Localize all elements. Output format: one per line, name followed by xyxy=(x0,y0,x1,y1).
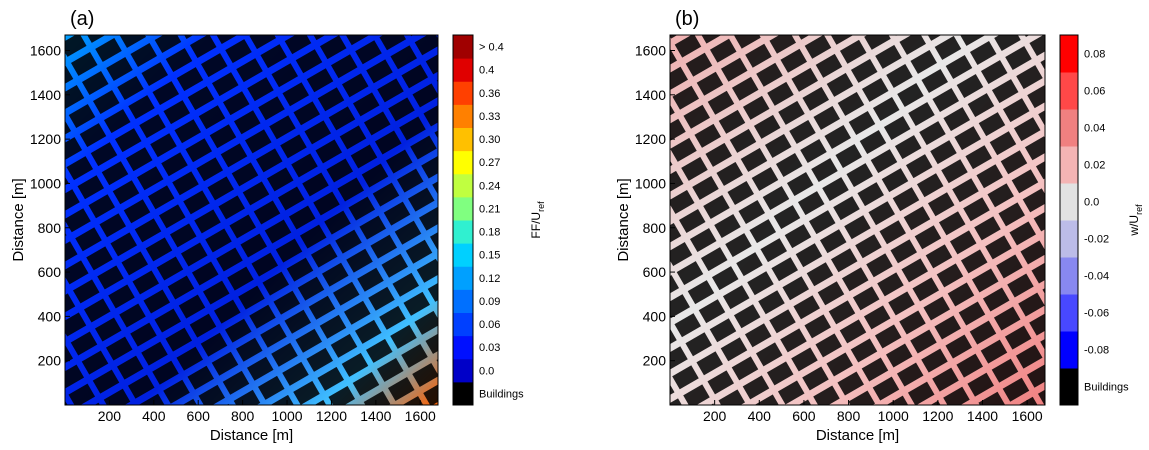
colorbar-tick-label: -0.06 xyxy=(1084,308,1109,320)
colorbar-segment xyxy=(1060,183,1078,221)
y-tick-label: 200 xyxy=(643,353,667,369)
colorbar-segment xyxy=(453,243,473,267)
colorbar-segment xyxy=(453,35,473,59)
colorbar-segment xyxy=(453,336,473,360)
colorbar-segment xyxy=(1060,220,1078,258)
colorbar-tick-label: -0.08 xyxy=(1084,345,1109,357)
colorbar-tick-label: 0.04 xyxy=(1084,123,1105,135)
y-tick-label: 1600 xyxy=(635,43,666,59)
colorbar-segment xyxy=(453,58,473,82)
y-tick-label: 1200 xyxy=(635,131,666,147)
colorbar-segment xyxy=(1060,72,1078,110)
colorbar-segment xyxy=(453,220,473,244)
colorbar-tick-label: 0.33 xyxy=(479,111,500,123)
colorbar-tick-label: 0.09 xyxy=(479,296,500,308)
x-tick-label: 1600 xyxy=(405,408,436,424)
colorbar-label-main: FF/U xyxy=(529,212,543,239)
x-tick-label: 600 xyxy=(187,408,211,424)
x-axis-label: Distance [m] xyxy=(210,427,293,444)
colorbar-segment xyxy=(453,313,473,337)
y-tick-label: 400 xyxy=(38,308,62,324)
panel-title: (b) xyxy=(675,8,699,30)
y-tick-label: 800 xyxy=(643,220,667,236)
colorbar-segment xyxy=(1060,257,1078,295)
x-tick-label: 1200 xyxy=(316,408,347,424)
x-tick-label: 1000 xyxy=(878,408,909,424)
colorbar-segment xyxy=(1060,294,1078,332)
y-tick-label: 1200 xyxy=(30,131,61,147)
y-tick-label: 600 xyxy=(38,264,62,280)
colorbar-tick-label: 0.21 xyxy=(479,203,500,215)
x-tick-label: 800 xyxy=(837,408,861,424)
x-tick-label: 200 xyxy=(98,408,122,424)
figure: (a) 200 400 600 800 1000 1200 1400 1600 200 400 600… xyxy=(0,0,1149,445)
x-tick-label: 1200 xyxy=(922,408,953,424)
colorbar-segment xyxy=(453,81,473,105)
y-tick-label: 1000 xyxy=(30,175,61,191)
colorbar-tick-label: 0.06 xyxy=(1084,86,1105,98)
colorbar-tick-label: 0.0 xyxy=(1084,197,1099,209)
colorbar-tick-label: -0.02 xyxy=(1084,234,1109,246)
colorbar-tick-label: 0.0 xyxy=(479,365,494,377)
colorbar-tick-label: 0.18 xyxy=(479,227,500,239)
colorbar-label-main: w/U xyxy=(1127,215,1141,237)
y-tick-label: 1400 xyxy=(635,87,666,103)
colorbar-segment xyxy=(453,174,473,198)
colorbar-segment xyxy=(453,382,473,406)
colorbar-segment xyxy=(453,128,473,152)
panel-title: (a) xyxy=(70,8,94,30)
y-tick-label: 200 xyxy=(38,353,62,369)
colorbar-label-sub: ref xyxy=(536,201,546,212)
colorbar-segment xyxy=(453,266,473,290)
buildings-texture xyxy=(670,35,1045,405)
x-tick-label: 200 xyxy=(703,408,727,424)
y-tick-label: 1000 xyxy=(635,175,666,191)
x-tick-label: 1000 xyxy=(271,408,302,424)
colorbar-label: w/Uref xyxy=(1127,204,1144,237)
buildings-texture xyxy=(65,35,438,405)
x-tick-label: 400 xyxy=(142,408,166,424)
colorbar-tick-label: 0.12 xyxy=(479,273,500,285)
colorbar-segment xyxy=(453,197,473,221)
colorbar-segment xyxy=(1060,35,1078,73)
colorbar-label: FF/Uref xyxy=(529,201,546,239)
colorbar-segment xyxy=(1060,331,1078,369)
colorbar-tick-label: 0.15 xyxy=(479,250,500,262)
x-tick-label: 1400 xyxy=(967,408,998,424)
colorbar-segment xyxy=(453,104,473,128)
colorbar-tick-label: 0.08 xyxy=(1084,49,1105,61)
y-tick-label: 600 xyxy=(643,264,667,280)
colorbar-tick-label: Buildings xyxy=(1084,382,1129,394)
colorbar-segment xyxy=(453,289,473,313)
y-tick-label: 800 xyxy=(38,220,62,236)
colorbar-tick-label: 0.02 xyxy=(1084,160,1105,172)
colorbar-segment xyxy=(1060,368,1078,406)
colorbar-tick-label: Buildings xyxy=(479,388,524,400)
x-tick-label: 1400 xyxy=(360,408,391,424)
y-tick-label: 400 xyxy=(643,308,667,324)
x-tick-label: 800 xyxy=(231,408,255,424)
x-tick-label: 400 xyxy=(748,408,772,424)
colorbar-segment xyxy=(1060,146,1078,184)
y-tick-label: 1400 xyxy=(30,87,61,103)
colorbar-tick-label: 0.24 xyxy=(479,180,500,192)
colorbar-segment xyxy=(453,151,473,175)
colorbar-tick-label: -0.04 xyxy=(1084,271,1109,283)
colorbar-tick-label: 0.30 xyxy=(479,134,500,146)
colorbar-tick-label: > 0.4 xyxy=(479,42,504,54)
colorbar-segment xyxy=(1060,109,1078,147)
colorbar-segment xyxy=(453,359,473,383)
x-axis-label: Distance [m] xyxy=(816,427,899,444)
y-tick-label: 1600 xyxy=(30,43,61,59)
colorbar-tick-label: 0.36 xyxy=(479,88,500,100)
x-tick-label: 600 xyxy=(792,408,816,424)
colorbar-tick-label: 0.27 xyxy=(479,157,500,169)
y-axis-label: Distance [m] xyxy=(10,178,27,261)
y-axis-label: Distance [m] xyxy=(615,178,632,261)
colorbar-label-sub: ref xyxy=(1134,204,1144,215)
x-tick-label: 1600 xyxy=(1012,408,1043,424)
colorbar-tick-label: 0.4 xyxy=(479,65,494,77)
colorbar-tick-label: 0.03 xyxy=(479,342,500,354)
colorbar-tick-label: 0.06 xyxy=(479,319,500,331)
